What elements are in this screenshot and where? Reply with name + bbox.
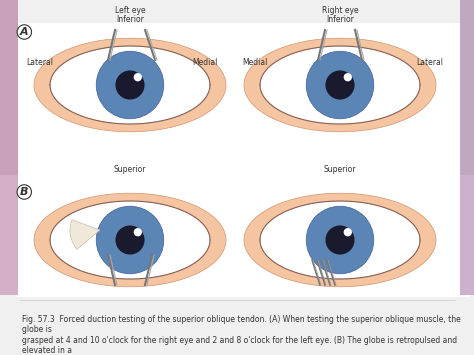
Ellipse shape [50,201,210,279]
Bar [460,0,474,175]
Text: A: A [20,27,28,37]
Circle shape [344,228,352,236]
Text: Lateral: Lateral [27,58,54,67]
Text: Medial: Medial [192,58,218,67]
Text: Superior: Superior [114,165,146,174]
Circle shape [134,73,142,81]
Circle shape [344,73,352,81]
Circle shape [96,206,164,274]
Bar [0,0,18,175]
Text: Right eye: Right eye [322,6,358,15]
Ellipse shape [260,46,420,124]
Text: Left eye: Left eye [115,6,146,15]
Text: Lateral: Lateral [417,58,444,67]
Ellipse shape [34,38,226,132]
Circle shape [326,70,355,99]
Wedge shape [70,220,100,249]
Circle shape [134,228,142,236]
Circle shape [306,206,374,274]
Ellipse shape [34,193,226,287]
Circle shape [306,51,374,119]
Ellipse shape [260,201,420,279]
Ellipse shape [50,46,210,124]
Circle shape [326,225,355,255]
Text: Inferior: Inferior [326,15,354,24]
Circle shape [116,225,145,255]
Bar [0,175,18,295]
FancyBboxPatch shape [16,23,470,297]
Text: Superior: Superior [324,165,356,174]
Ellipse shape [244,193,436,287]
Text: Fig. 57.3  Forced duction testing of the superior oblique tendon. (A) When testi: Fig. 57.3 Forced duction testing of the … [22,315,461,355]
Circle shape [96,51,164,119]
Text: Inferior: Inferior [116,15,144,24]
Text: Medial: Medial [242,58,268,67]
Bar [460,175,474,295]
Ellipse shape [244,38,436,132]
Text: B: B [20,187,28,197]
Circle shape [116,70,145,99]
